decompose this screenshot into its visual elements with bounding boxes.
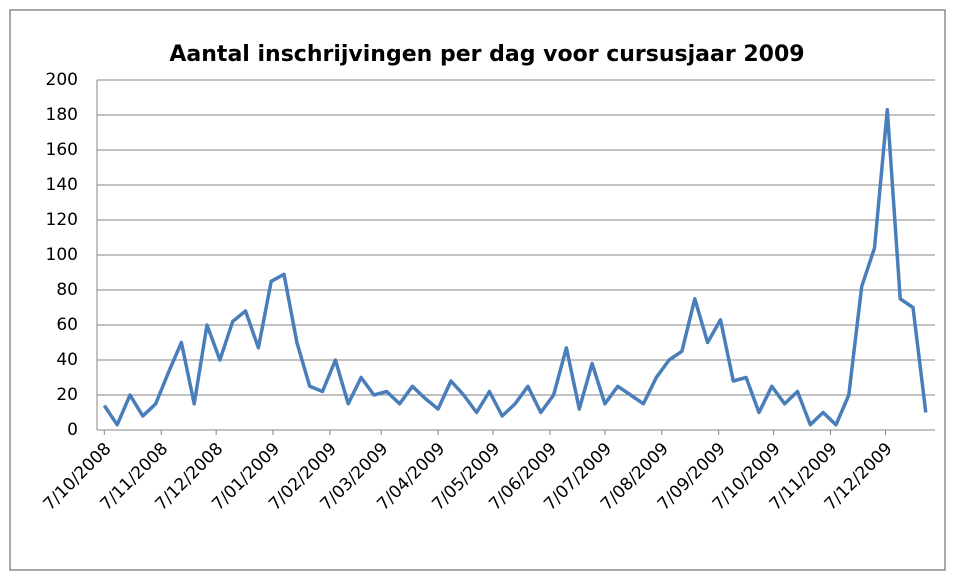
y-tick-label: 120 (46, 210, 78, 230)
y-tick-label: 80 (56, 280, 78, 300)
y-tick-label: 0 (67, 420, 78, 440)
y-tick-label: 60 (56, 315, 78, 335)
data-line (102, 108, 928, 427)
y-tick-label: 180 (46, 105, 78, 125)
y-tick-label: 160 (46, 140, 78, 160)
y-tick-label: 200 (46, 70, 78, 90)
y-tick-label: 140 (46, 175, 78, 195)
y-tick-label: 100 (46, 245, 78, 265)
chart-title: Aantal inschrijvingen per dag voor cursu… (169, 42, 804, 67)
y-tick-label: 40 (56, 350, 78, 370)
y-tick-label: 20 (56, 385, 78, 405)
